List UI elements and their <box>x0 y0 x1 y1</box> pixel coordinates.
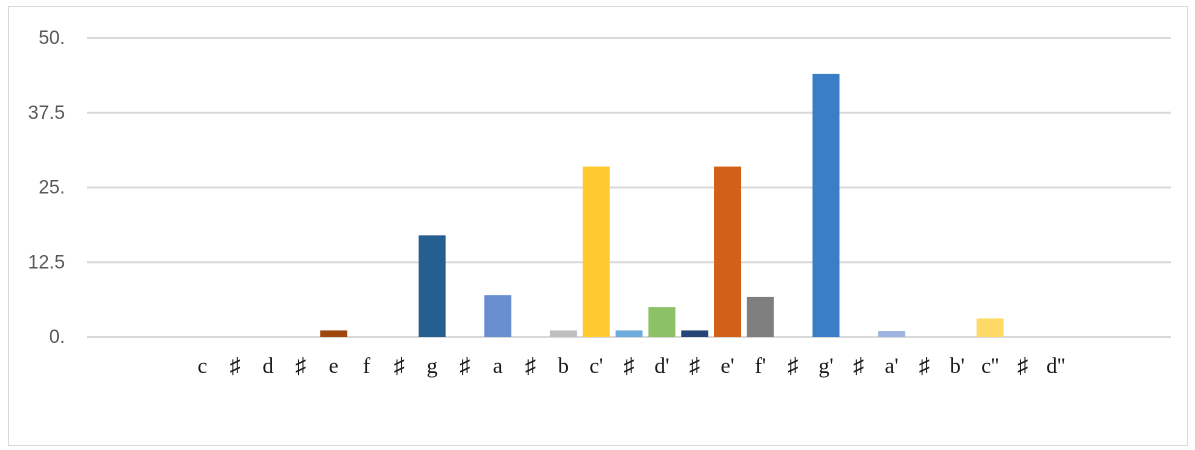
bar-a-9 <box>484 295 512 337</box>
y-tick-label: 0. <box>49 327 65 348</box>
x-tick-label: c <box>198 353 208 378</box>
gridlines <box>87 37 1171 338</box>
x-tick-label: ♯ <box>295 353 306 378</box>
bar-fp-17 <box>746 296 774 337</box>
bar-ep-16 <box>714 166 742 337</box>
y-tick-label: 50. <box>39 28 65 49</box>
chart-frame: 0. 12.5 25. 37.5 50. c ♯ d ♯ e f ♯ g ♯ a ♯ b c' ♯ d' ♯ e' f' ♯… <box>8 6 1188 446</box>
x-tick-label: c' <box>589 353 603 378</box>
x-tick-label: ♯ <box>919 353 930 378</box>
x-tick-label: d'' <box>1046 353 1065 378</box>
x-tick-label: ♯ <box>394 353 405 378</box>
x-tick-label: ♯ <box>525 353 536 378</box>
x-tick-label: ♯ <box>459 353 470 378</box>
x-tick-label: a <box>493 353 503 378</box>
bar-b-11 <box>549 330 577 337</box>
x-tick-label: ♯ <box>624 353 635 378</box>
x-tick-label: e <box>329 353 339 378</box>
bar-dp-14 <box>648 307 676 337</box>
bar-ap-21 <box>878 331 906 337</box>
bar-e-4 <box>320 330 348 337</box>
x-tick-label: f' <box>755 353 766 378</box>
bar-cpp-24 <box>976 318 1004 337</box>
bars <box>320 73 1004 337</box>
x-tick-label: d' <box>654 353 669 378</box>
x-tick-label: e' <box>721 353 735 378</box>
x-tick-label: c'' <box>981 353 999 378</box>
x-tick-label: ♯ <box>788 353 799 378</box>
x-tick-label: b <box>558 353 569 378</box>
x-axis-ticks: c ♯ d ♯ e f ♯ g ♯ a ♯ b c' ♯ d' ♯ e' f' ♯ g' ♯ a' ♯ b' c'' ♯ d'' <box>198 353 1066 378</box>
x-tick-label: ♯ <box>689 353 700 378</box>
bar-g-7 <box>418 235 446 337</box>
bar-sharp-15 <box>681 330 709 337</box>
x-tick-label: f <box>363 353 371 378</box>
x-tick-label: b' <box>950 353 965 378</box>
bar-gp-19 <box>812 73 840 337</box>
bar-cp-12 <box>582 166 610 337</box>
x-tick-label: ♯ <box>230 353 241 378</box>
y-tick-label: 12.5 <box>28 252 65 273</box>
x-tick-label: g <box>427 353 438 378</box>
x-tick-label: d <box>263 353 274 378</box>
bar-sharp-13 <box>615 330 643 337</box>
x-tick-label: ♯ <box>1017 353 1028 378</box>
x-tick-label: g' <box>819 353 834 378</box>
x-tick-label: ♯ <box>853 353 864 378</box>
y-tick-label: 37.5 <box>28 103 65 124</box>
bar-chart: 0. 12.5 25. 37.5 50. c ♯ d ♯ e f ♯ g ♯ a ♯ b c' ♯ d' ♯ e' f' ♯… <box>28 28 1171 378</box>
x-tick-label: a' <box>885 353 899 378</box>
y-tick-label: 25. <box>39 178 65 199</box>
y-axis-ticks: 0. 12.5 25. 37.5 50. <box>28 28 65 348</box>
